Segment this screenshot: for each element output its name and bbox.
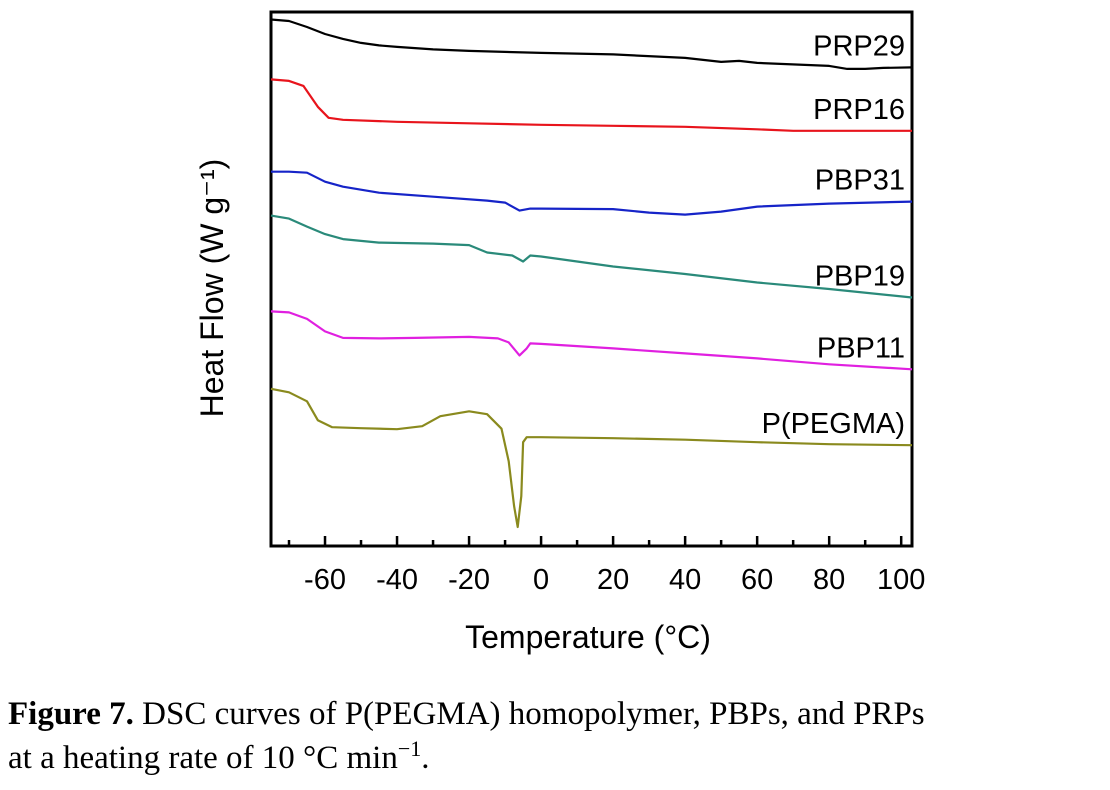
figure-caption: Figure 7. DSC curves of P(PEGMA) homopol… bbox=[8, 692, 1103, 780]
x-tick-label: 20 bbox=[597, 564, 629, 596]
series-label: PBP31 bbox=[815, 165, 905, 197]
caption-text-2-end: . bbox=[421, 740, 430, 776]
series-line bbox=[270, 310, 913, 371]
series-lines bbox=[270, 18, 913, 529]
x-tick-label: 80 bbox=[813, 564, 845, 596]
series-labels: PRP29 PRP16 PBP31 PBP19 PBP11 P(PEGMA) bbox=[762, 30, 905, 440]
series-line bbox=[270, 78, 912, 132]
x-tick-label: 40 bbox=[669, 564, 701, 596]
x-axis-label: Temperature (°C) bbox=[465, 619, 711, 655]
series-label: PBP19 bbox=[815, 260, 905, 292]
series-label: P(PEGMA) bbox=[762, 408, 905, 440]
series-line bbox=[270, 18, 913, 70]
series-label: PRP16 bbox=[813, 94, 905, 126]
figure-label: Figure 7. bbox=[8, 696, 134, 732]
series-line bbox=[270, 387, 913, 529]
x-tick-label: 0 bbox=[533, 564, 549, 596]
series-label: PRP29 bbox=[813, 30, 905, 62]
dsc-chart: -60 -40 -20 0 20 40 60 80 100 PRP29 PRP16 PBP31 PBP… bbox=[194, 10, 925, 655]
caption-text-1: DSC curves of P(PEGMA) homopolymer, PBPs… bbox=[142, 696, 925, 732]
x-tick-label: -40 bbox=[376, 564, 418, 596]
plot-frame bbox=[269, 10, 914, 548]
caption-superscript: −1 bbox=[397, 736, 422, 761]
x-tick-label: 100 bbox=[877, 564, 925, 596]
x-tick-label: 60 bbox=[741, 564, 773, 596]
y-axis-label: Heat Flow (W g⁻¹) bbox=[194, 159, 230, 418]
caption-text-2: at a heating rate of 10 °C min bbox=[8, 740, 398, 776]
caption-line-1: Figure 7. DSC curves of P(PEGMA) homopol… bbox=[8, 692, 1103, 736]
x-axis-ticks: -60 -40 -20 0 20 40 60 80 100 bbox=[287, 536, 925, 596]
series-line bbox=[270, 214, 913, 299]
x-tick-label: -60 bbox=[304, 564, 346, 596]
series-line bbox=[271, 170, 913, 216]
x-tick-label: -20 bbox=[448, 564, 490, 596]
series-label: PBP11 bbox=[817, 332, 905, 364]
caption-line-2: at a heating rate of 10 °C min−1. bbox=[8, 736, 1103, 780]
plot-border bbox=[269, 10, 914, 548]
